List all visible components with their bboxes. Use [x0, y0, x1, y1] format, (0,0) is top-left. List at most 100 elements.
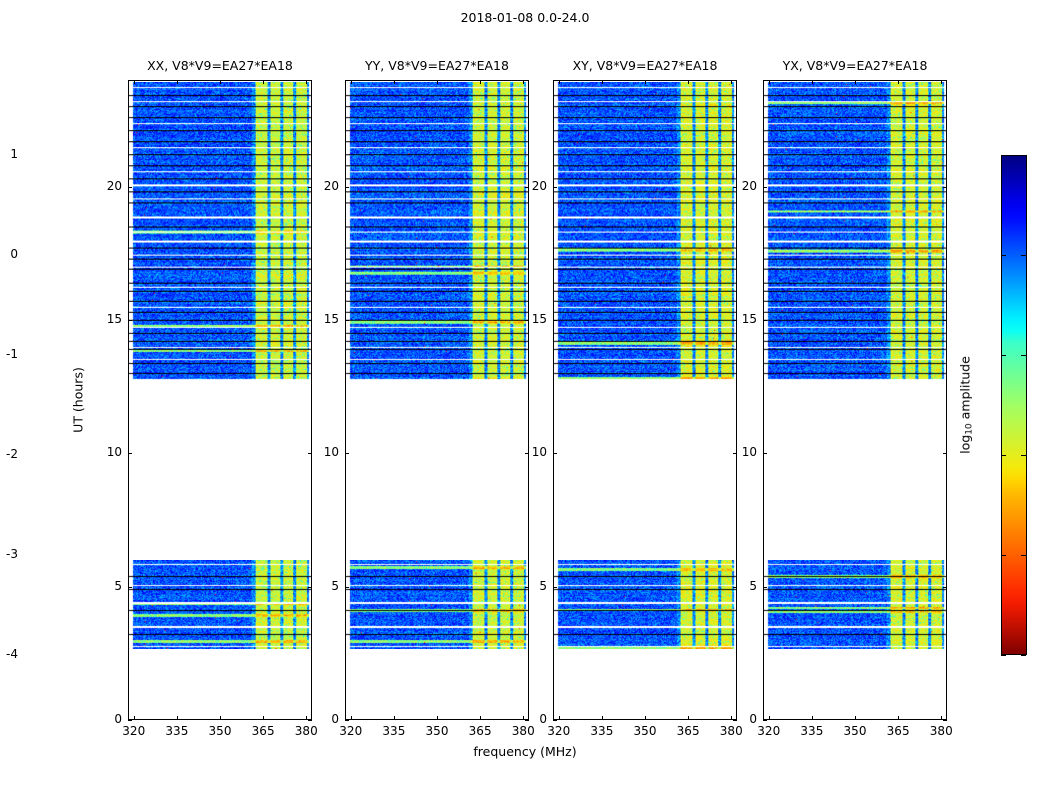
y-tick-label: 0 — [331, 712, 339, 726]
colorbar-tick — [1001, 355, 1006, 356]
x-tick — [811, 716, 813, 720]
y-tick-label: 20 — [741, 178, 757, 193]
y-tick-label: 0 — [749, 712, 757, 726]
x-tick — [220, 716, 221, 720]
x-tick — [350, 716, 352, 720]
x-tick — [437, 80, 438, 84]
y-tick — [345, 320, 349, 321]
y-tick — [128, 586, 132, 588]
x-tick — [601, 716, 603, 720]
x-axis-label: frequency (MHz) — [473, 744, 577, 759]
y-tick — [763, 320, 767, 321]
waterfall-image — [554, 559, 736, 649]
x-tick — [855, 80, 856, 84]
y-tick-label: 10 — [106, 445, 122, 460]
x-tick-label: 365 — [468, 724, 492, 738]
y-tick — [128, 186, 132, 188]
y-tick — [345, 186, 349, 188]
x-tick-label: 365 — [676, 724, 700, 738]
waterfall-panel-xy[interactable]: XY, V8*V9=EA27*EA18 320 335 350 365 380 0 5 10 15… — [532, 58, 743, 738]
y-tick-label: 0 — [539, 712, 547, 726]
x-tick — [941, 80, 943, 84]
panel-axes — [553, 80, 737, 720]
x-tick — [176, 716, 178, 720]
y-tick — [943, 453, 947, 455]
x-tick — [393, 80, 395, 84]
x-tick-label: 335 — [800, 724, 824, 738]
panel-title: XY, V8*V9=EA27*EA18 — [572, 58, 718, 73]
x-tick — [133, 716, 135, 720]
x-tick-label: 350 — [425, 724, 449, 738]
y-tick-label: 5 — [331, 578, 339, 593]
waterfall-panel-xx[interactable]: XX, V8*V9=EA27*EA18 320 335 350 365 380 0 5 10 15… — [107, 58, 318, 738]
y-tick — [525, 453, 529, 455]
y-tick — [553, 320, 557, 321]
x-tick — [898, 80, 900, 84]
y-tick — [943, 320, 947, 321]
colorbar-tick-label: -1 — [6, 347, 18, 361]
colorbar-tick — [1021, 455, 1026, 456]
panel-axes — [763, 80, 947, 720]
x-tick — [220, 80, 221, 84]
x-tick — [558, 80, 560, 84]
waterfall-panel-yy[interactable]: YY, V8*V9=EA27*EA18 320 335 350 365 380 0 5 10 15… — [324, 58, 535, 738]
x-tick — [645, 80, 646, 84]
colorbar-tick — [1001, 155, 1006, 156]
waterfall-image — [764, 82, 946, 380]
x-tick-label: 380 — [719, 724, 743, 738]
y-tick — [943, 586, 947, 588]
y-tick — [525, 586, 529, 588]
y-tick — [553, 186, 557, 188]
x-tick — [688, 716, 690, 720]
x-tick-label: 350 — [633, 724, 657, 738]
x-tick — [437, 716, 438, 720]
y-tick — [308, 186, 312, 188]
y-tick — [763, 586, 767, 588]
x-tick-label: 335 — [382, 724, 406, 738]
y-tick — [733, 186, 737, 188]
y-tick — [128, 720, 132, 721]
colorbar-tick — [1021, 655, 1026, 656]
y-tick — [308, 586, 312, 588]
y-tick — [553, 720, 557, 721]
y-tick — [128, 453, 132, 455]
panel-title: YX, V8*V9=EA27*EA18 — [782, 58, 928, 73]
y-tick-label: 5 — [114, 578, 122, 593]
panel-title: XX, V8*V9=EA27*EA18 — [147, 58, 293, 73]
y-tick-label: 20 — [106, 178, 122, 193]
colorbar-tick-label: -2 — [6, 447, 18, 461]
x-tick — [306, 80, 308, 84]
x-tick — [731, 80, 733, 84]
colorbar-tick-label: -4 — [6, 647, 18, 661]
y-tick-label: 15 — [531, 312, 547, 326]
y-tick — [525, 720, 529, 721]
colorbar-tick — [1021, 555, 1026, 556]
x-tick-label: 365 — [886, 724, 910, 738]
x-tick — [480, 80, 482, 84]
x-tick-label: 365 — [251, 724, 275, 738]
waterfall-panel-yx[interactable]: YX, V8*V9=EA27*EA18 320 335 350 365 380 0 5 10 15… — [742, 58, 953, 738]
panel-axes — [345, 80, 529, 720]
x-tick-label: 350 — [843, 724, 867, 738]
x-tick-label: 335 — [165, 724, 189, 738]
x-tick — [393, 716, 395, 720]
y-tick — [345, 720, 349, 721]
y-tick — [763, 453, 767, 455]
y-tick — [943, 186, 947, 188]
colorbar-tick — [1001, 655, 1006, 656]
y-tick-label: 10 — [531, 445, 547, 460]
x-tick — [811, 80, 813, 84]
x-tick-label: 320 — [122, 724, 146, 738]
x-tick-label: 320 — [547, 724, 571, 738]
x-tick — [263, 80, 265, 84]
colorbar-tick — [1001, 455, 1006, 456]
x-tick — [350, 80, 352, 84]
y-axis-label: UT (hours) — [70, 367, 86, 433]
colorbar-tick — [1001, 555, 1006, 556]
y-tick — [733, 720, 737, 721]
y-tick — [553, 586, 557, 588]
y-tick — [525, 320, 529, 321]
x-tick — [523, 716, 525, 720]
x-tick — [306, 716, 308, 720]
